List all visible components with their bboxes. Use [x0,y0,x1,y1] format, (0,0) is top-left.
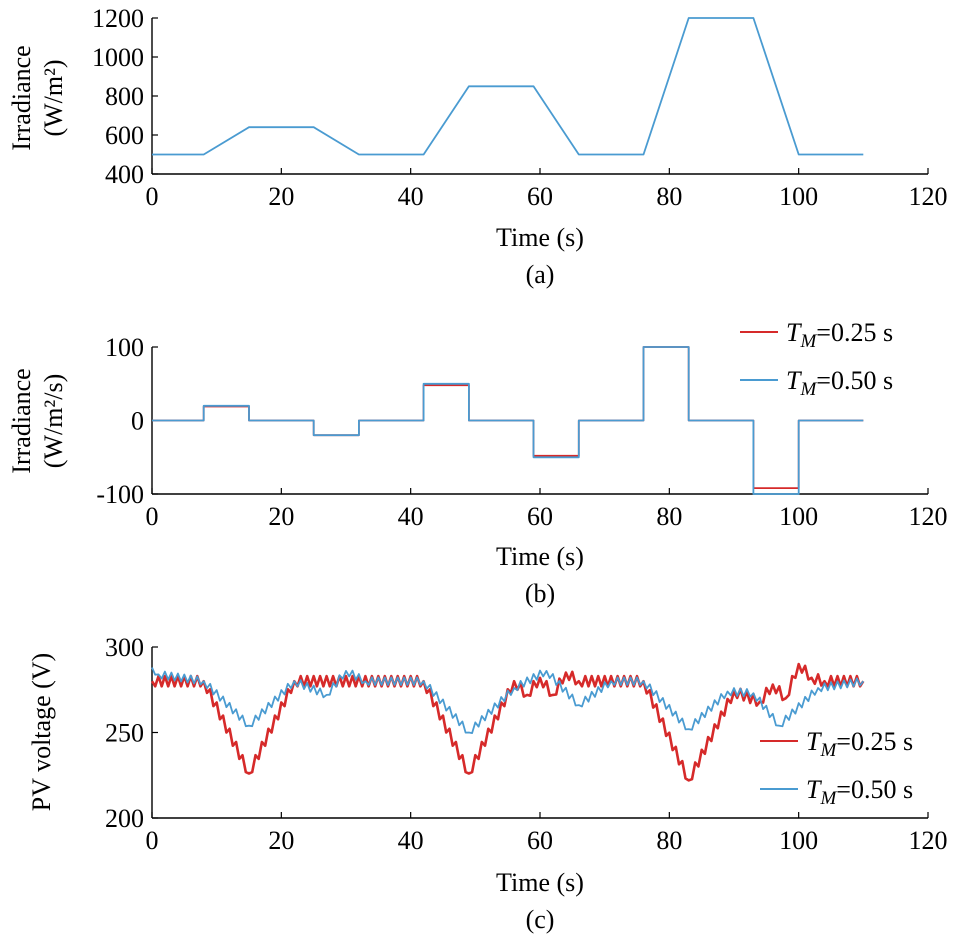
y-axis-label-line1: Irradiance [7,368,36,473]
y-tick-label: 1200 [92,4,144,33]
x-tick-label: 20 [268,502,294,531]
x-tick-label: 0 [146,502,159,531]
series-line-1 [152,346,864,495]
series-line-0 [152,17,864,156]
panel-label: (a) [526,260,555,289]
x-tick-label: 40 [398,826,424,855]
y-tick-label: 100 [105,333,144,362]
y-tick-label: -100 [96,480,144,509]
legend-entry: TM=0.50 s [806,775,913,809]
y-tick-label: 300 [105,633,144,662]
series-line-0 [150,662,865,782]
y-tick-label: 250 [105,719,144,748]
y-axis-label-line2: (W/m²) [39,59,68,136]
x-tick-label: 20 [268,826,294,855]
x-tick-label: 60 [527,502,553,531]
legend-entry: TM=0.50 s [786,366,893,400]
x-tick-label: 60 [527,826,553,855]
y-axis-label-line1: Irradiance [7,45,36,150]
series-line-1 [151,667,865,734]
x-tick-label: 80 [656,182,682,211]
y-tick-label: 400 [105,160,144,189]
y-axis-label-line2: (W/m²/s) [39,374,68,468]
y-tick-label: 1000 [92,43,144,72]
y-tick-label: 200 [105,804,144,833]
x-tick-label: 40 [398,502,424,531]
x-axis-label: Time (s) [496,542,584,571]
chart-panel-c: PV voltage (V) Time (s) (c) 0 20 40 60 80 100… [27,633,948,934]
x-tick-label: 0 [146,826,159,855]
x-axis-label: Time (s) [496,868,584,897]
x-tick-label: 40 [398,182,424,211]
y-tick-label: 600 [105,121,144,150]
y-axis-label: PV voltage (V) [27,653,56,811]
x-tick-label: 80 [656,502,682,531]
x-tick-label: 120 [909,826,948,855]
x-tick-label: 100 [779,182,818,211]
x-tick-label: 0 [146,182,159,211]
legend-entry: TM=0.25 s [786,318,893,352]
x-tick-label: 20 [268,182,294,211]
panel-label: (c) [526,905,555,934]
panel-label: (b) [525,579,555,608]
series-line-0 [152,346,864,489]
y-tick-label: 800 [105,82,144,111]
x-tick-label: 80 [656,826,682,855]
x-tick-label: 60 [527,182,553,211]
chart-panel-a: Irradiance (W/m²) Time (s) (a) 0 20 40 60 80… [7,4,948,289]
y-tick-label: 0 [131,407,144,436]
x-tick-label: 120 [909,502,948,531]
chart-panel-b: Irradiance (W/m²/s) Time (s) (b) 0 20 40 60… [7,318,948,608]
x-axis-label: Time (s) [496,223,584,252]
x-tick-label: 100 [779,502,818,531]
x-tick-label: 120 [909,182,948,211]
x-tick-label: 100 [779,826,818,855]
legend-entry: TM=0.25 s [806,727,913,761]
